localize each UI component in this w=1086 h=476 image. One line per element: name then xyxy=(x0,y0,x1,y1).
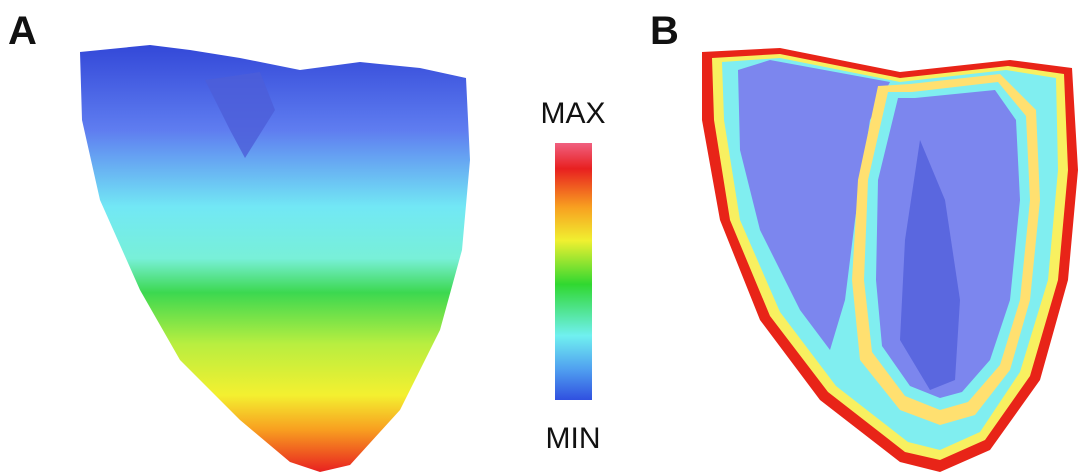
colorbar-min: MIN xyxy=(546,422,601,455)
colorbar xyxy=(555,143,592,400)
colorbar-max: MAX xyxy=(540,97,605,130)
right-ventricle xyxy=(738,60,890,350)
heart-notch xyxy=(205,72,275,158)
heart-surface xyxy=(80,45,470,472)
panel-label: B xyxy=(650,9,679,53)
lv-shadow xyxy=(900,140,960,390)
panel-label: A xyxy=(8,9,37,53)
